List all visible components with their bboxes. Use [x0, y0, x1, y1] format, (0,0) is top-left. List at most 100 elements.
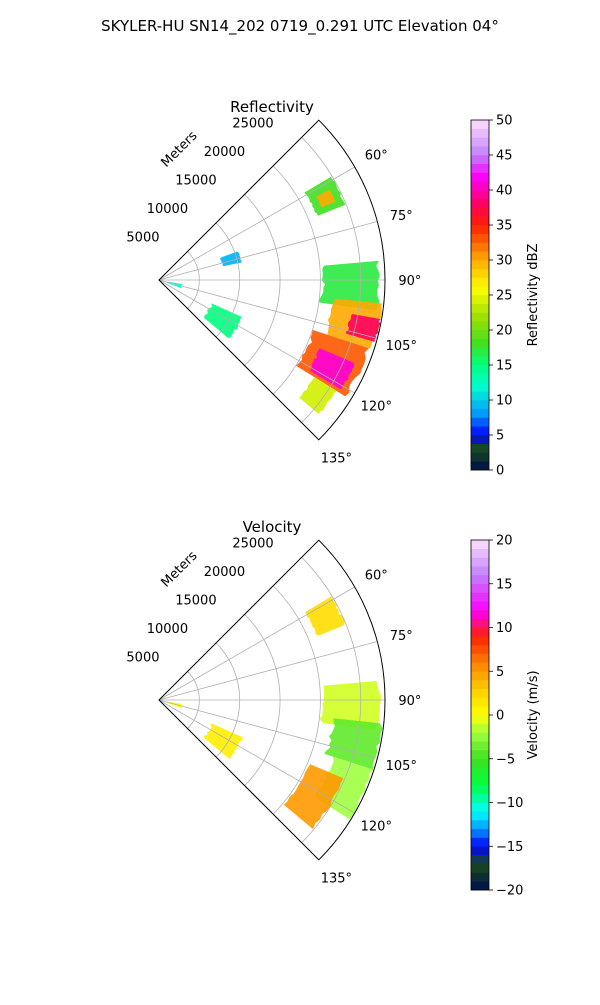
echo-region-7: [299, 377, 337, 414]
range-tick-label: 10000: [147, 622, 188, 637]
colorbar-tick-label: 10: [496, 621, 513, 636]
colorbar-segment: [471, 295, 489, 305]
colorbar-segment: [471, 373, 489, 383]
azimuth-tick-label: 60°: [365, 569, 388, 584]
colorbar-segment: [471, 767, 489, 777]
colorbar-segment: [471, 872, 489, 882]
azimuth-spoke-120: [158, 699, 355, 814]
colorbar-segment: [471, 846, 489, 856]
colorbar-segment: [471, 426, 489, 436]
colorbar-segment: [471, 583, 489, 593]
colorbar-segment: [471, 548, 489, 558]
colorbar-segment: [471, 408, 489, 418]
azimuth-spoke-75: [158, 641, 378, 701]
colorbar-segment: [471, 172, 489, 182]
colorbar-segment: [471, 330, 489, 340]
colorbar-segment: [471, 207, 489, 217]
colorbar-tick-label: −5: [496, 752, 515, 767]
colorbar-segment: [471, 557, 489, 567]
colorbar-segment: [471, 391, 489, 401]
colorbar-segment: [471, 671, 489, 681]
colorbar-segment: [471, 688, 489, 698]
range-tick-label: 20000: [204, 565, 245, 580]
colorbar-segment: [471, 741, 489, 751]
colorbar-segment: [471, 575, 489, 585]
figure-title: SKYLER-HU SN14_202 0719_0.291 UTC Elevat…: [101, 17, 499, 36]
colorbar-segment: [471, 697, 489, 707]
reflectivity-azimuth-ticks: 60° 75° 90° 105° 120° 135°: [321, 149, 422, 467]
colorbar-segment: [471, 855, 489, 865]
echo-region-6: [310, 348, 355, 390]
colorbar-label: Reflectivity dBZ: [526, 244, 541, 347]
echo-region-0: [305, 596, 345, 636]
azimuth-spoke-75: [158, 221, 378, 281]
azimuth-tick-label: 135°: [321, 871, 352, 886]
colorbar-segment: [471, 155, 489, 165]
colorbar-segment: [471, 732, 489, 742]
colorbar-segment: [471, 881, 489, 891]
reflectivity-colorbar: 0 5 10 15 20 25 30 35 40 45 50 Reflectivity dBZ: [470, 114, 541, 479]
echo-region-2: [319, 260, 380, 311]
colorbar-segment: [471, 190, 489, 200]
colorbar-segment: [471, 216, 489, 226]
colorbar-tick-label: −10: [496, 796, 523, 811]
azimuth-spoke-60: [158, 586, 355, 701]
reflectivity-frame: [158, 119, 386, 441]
colorbar-segment: [471, 312, 489, 322]
velocity-radial-label: Meters: [159, 548, 201, 590]
colorbar-tick-label: 20: [496, 324, 513, 339]
sector-frame: [158, 539, 386, 861]
azimuth-tick-label: 120°: [361, 399, 392, 414]
colorbar-segment: [471, 802, 489, 812]
colorbar-tick-label: 5: [496, 429, 504, 444]
echo-region-1: [319, 681, 381, 731]
colorbar-segment: [471, 662, 489, 672]
echo-region-8: [204, 303, 243, 339]
colorbar-segment: [471, 198, 489, 208]
colorbar-segment: [471, 828, 489, 838]
azimuth-tick-label: 120°: [361, 819, 392, 834]
colorbar-segment: [471, 540, 489, 550]
colorbar-segment: [471, 260, 489, 270]
colorbar-segment: [471, 750, 489, 760]
colorbar-segment: [471, 461, 489, 471]
colorbar-segment: [471, 776, 489, 786]
colorbar-tick-label: 15: [496, 359, 513, 374]
echo-region-4: [346, 314, 381, 342]
colorbar-segment: [471, 321, 489, 331]
range-tick-label: 20000: [204, 145, 245, 160]
azimuth-spoke-120: [158, 279, 355, 394]
velocity-frame: [158, 539, 386, 861]
echo-region-1: [316, 189, 336, 208]
colorbar-segment: [471, 435, 489, 445]
colorbar-segment: [471, 645, 489, 655]
colorbar-segment: [471, 618, 489, 628]
colorbar-tick-label: 0: [496, 464, 504, 479]
colorbar-segment: [471, 146, 489, 156]
azimuth-spoke-60: [158, 166, 355, 281]
colorbar-segment: [471, 723, 489, 733]
colorbar-segment: [471, 400, 489, 410]
azimuth-tick-label: 60°: [365, 149, 388, 164]
colorbar-segment: [471, 128, 489, 138]
colorbar-segment: [471, 452, 489, 462]
colorbar-segment: [471, 653, 489, 663]
colorbar-segment: [471, 303, 489, 313]
reflectivity-echoes: [166, 176, 382, 414]
colorbar-tick-label: 50: [496, 114, 513, 129]
azimuth-tick-label: 105°: [386, 759, 417, 774]
range-tick-label: 25000: [232, 536, 273, 551]
colorbar-segment: [471, 592, 489, 602]
colorbar-tick-label: −15: [496, 840, 523, 855]
colorbar-segment: [471, 627, 489, 637]
colorbar-tick-label: 25: [496, 289, 513, 304]
colorbar-tick-label: 0: [496, 709, 504, 724]
colorbar-segment: [471, 601, 489, 611]
colorbar-tick-label: 30: [496, 254, 513, 269]
colorbar-tick-label: 45: [496, 149, 513, 164]
colorbar-segment: [471, 785, 489, 795]
colorbar-segment: [471, 793, 489, 803]
reflectivity-radial-label: Meters: [159, 128, 201, 170]
colorbar-segment: [471, 758, 489, 768]
